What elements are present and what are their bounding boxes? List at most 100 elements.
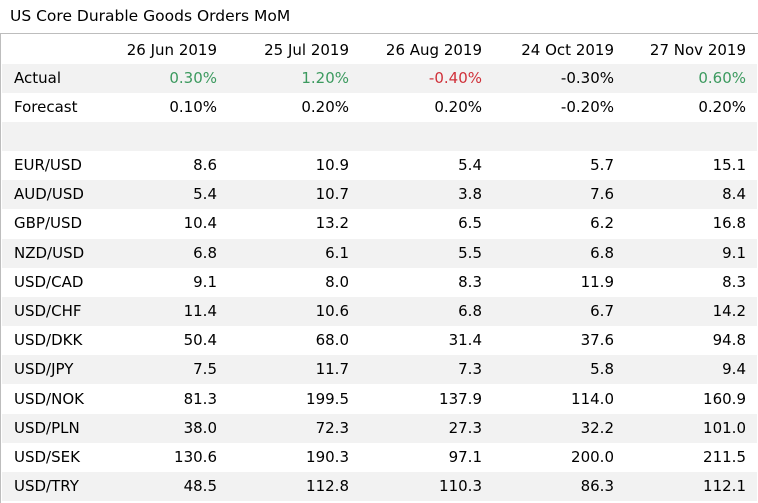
actual-value: -0.30% — [560, 69, 614, 87]
forecast-value: 0.20% — [434, 98, 482, 116]
table-cell: 7.3 — [458, 360, 482, 379]
table-cell: 6.7 — [590, 302, 614, 320]
table-cell: 199.5 — [306, 389, 349, 408]
table-cell: 114.0 — [571, 389, 614, 408]
table-cell: 101.0 — [703, 418, 746, 437]
table-cell: 110.3 — [439, 477, 482, 496]
table-cell: 8.6 — [193, 156, 217, 174]
table-row: USD/SEK 130.6 190.3 97.1 200.0 211.5 — [2, 443, 757, 472]
table-cell: 11.7 — [315, 360, 349, 379]
table-cell: 6.5 — [458, 214, 482, 233]
table-cell: 97.1 — [448, 448, 482, 466]
row-label: NZD/USD — [14, 243, 85, 262]
column-header: 26 Jun 2019 — [126, 41, 217, 59]
row-label: Forecast — [14, 98, 78, 116]
column-header: 26 Aug 2019 — [385, 41, 482, 59]
table-cell: 6.8 — [590, 243, 614, 262]
table-cell: 31.4 — [448, 331, 482, 350]
table-cell: 81.3 — [183, 389, 217, 408]
forecast-value: 0.10% — [169, 98, 217, 116]
table-cell: 6.8 — [458, 302, 482, 320]
spacer-row — [2, 122, 757, 151]
table-row: USD/TRY 48.5 112.8 110.3 86.3 112.1 — [2, 472, 757, 502]
table-cell: 50.4 — [183, 331, 217, 350]
table-cell: 8.3 — [722, 272, 746, 291]
table-row: EUR/USD 8.6 10.9 5.4 5.7 15.1 — [2, 151, 757, 180]
table-cell: 68.0 — [315, 331, 349, 350]
table-cell: 8.4 — [722, 185, 746, 204]
table-cell: 37.6 — [580, 331, 614, 350]
row-label: EUR/USD — [14, 156, 82, 174]
actual-value: 0.60% — [698, 69, 746, 87]
table-cell: 7.5 — [193, 360, 217, 379]
row-label: USD/TRY — [14, 477, 79, 496]
table-cell: 200.0 — [571, 448, 614, 466]
table-cell: 10.7 — [315, 185, 349, 204]
table-cell: 5.4 — [193, 185, 217, 204]
table-cell: 72.3 — [315, 418, 349, 437]
row-label: USD/PLN — [14, 418, 80, 437]
table-cell: 48.5 — [183, 477, 217, 496]
header-row: 26 Jun 2019 25 Jul 2019 26 Aug 2019 24 O… — [2, 35, 757, 65]
row-label: AUD/USD — [14, 185, 84, 204]
table-cell: 112.1 — [703, 477, 746, 496]
column-header: 24 Oct 2019 — [521, 41, 614, 59]
table-cell: 190.3 — [306, 448, 349, 466]
forecast-value: 0.20% — [698, 98, 746, 116]
table-cell: 94.8 — [712, 331, 746, 350]
table-row: USD/NOK 81.3 199.5 137.9 114.0 160.9 — [2, 385, 757, 414]
row-label: USD/NOK — [14, 389, 84, 408]
data-table: 26 Jun 2019 25 Jul 2019 26 Aug 2019 24 O… — [0, 33, 758, 503]
row-label: Actual — [14, 69, 61, 87]
table-cell: 8.3 — [458, 272, 482, 291]
row-label: GBP/USD — [14, 214, 83, 233]
row-label: USD/JPY — [14, 360, 74, 379]
table-cell: 10.6 — [315, 302, 349, 320]
table-cell: 5.8 — [590, 360, 614, 379]
table-cell: 5.5 — [458, 243, 482, 262]
table-cell: 6.2 — [590, 214, 614, 233]
row-label: USD/CHF — [14, 302, 82, 320]
table-cell: 160.9 — [703, 389, 746, 408]
table-row: USD/JPY 7.5 11.7 7.3 5.8 9.4 — [2, 355, 757, 385]
actual-value: 0.30% — [169, 69, 217, 87]
table-cell: 130.6 — [174, 448, 217, 466]
table-cell: 9.4 — [722, 360, 746, 379]
table-row: GBP/USD 10.4 13.2 6.5 6.2 16.8 — [2, 209, 757, 238]
table-row: USD/CAD 9.1 8.0 8.3 11.9 8.3 — [2, 268, 757, 297]
row-label: USD/SEK — [14, 448, 80, 466]
actual-row: Actual 0.30% 1.20% -0.40% -0.30% 0.60% — [2, 64, 757, 93]
table-cell: 27.3 — [448, 418, 482, 437]
table-cell: 9.1 — [193, 272, 217, 291]
row-label: USD/DKK — [14, 331, 83, 350]
table-cell: 10.9 — [315, 156, 349, 174]
table-cell: 86.3 — [580, 477, 614, 496]
table-cell: 7.6 — [590, 185, 614, 204]
forecast-value: 0.20% — [301, 98, 349, 116]
actual-value: 1.20% — [301, 69, 349, 87]
table-cell: 11.9 — [580, 272, 614, 291]
table-cell: 13.2 — [315, 214, 349, 233]
column-header: 25 Jul 2019 — [264, 41, 349, 59]
row-label: USD/CAD — [14, 272, 84, 291]
table-row: USD/CHF 11.4 10.6 6.8 6.7 14.2 — [2, 297, 757, 326]
table-cell: 137.9 — [439, 389, 482, 408]
table-title: US Core Durable Goods Orders MoM — [10, 7, 291, 25]
table-cell: 16.8 — [712, 214, 746, 233]
table-cell: 6.1 — [325, 243, 349, 262]
table-cell: 38.0 — [183, 418, 217, 437]
table-cell: 5.7 — [590, 156, 614, 174]
table-cell: 15.1 — [712, 156, 746, 174]
table-cell: 3.8 — [458, 185, 482, 204]
table-cell: 9.1 — [722, 243, 746, 262]
table-cell: 10.4 — [183, 214, 217, 233]
table-row: USD/DKK 50.4 68.0 31.4 37.6 94.8 — [2, 326, 757, 355]
column-header: 27 Nov 2019 — [649, 41, 746, 59]
table-cell: 6.8 — [193, 243, 217, 262]
table-row: AUD/USD 5.4 10.7 3.8 7.6 8.4 — [2, 180, 757, 210]
forecast-value: -0.20% — [560, 98, 614, 116]
table-cell: 211.5 — [703, 448, 746, 466]
table-row: NZD/USD 6.8 6.1 5.5 6.8 9.1 — [2, 238, 757, 268]
table-cell: 5.4 — [458, 156, 482, 174]
table-cell: 32.2 — [580, 418, 614, 437]
